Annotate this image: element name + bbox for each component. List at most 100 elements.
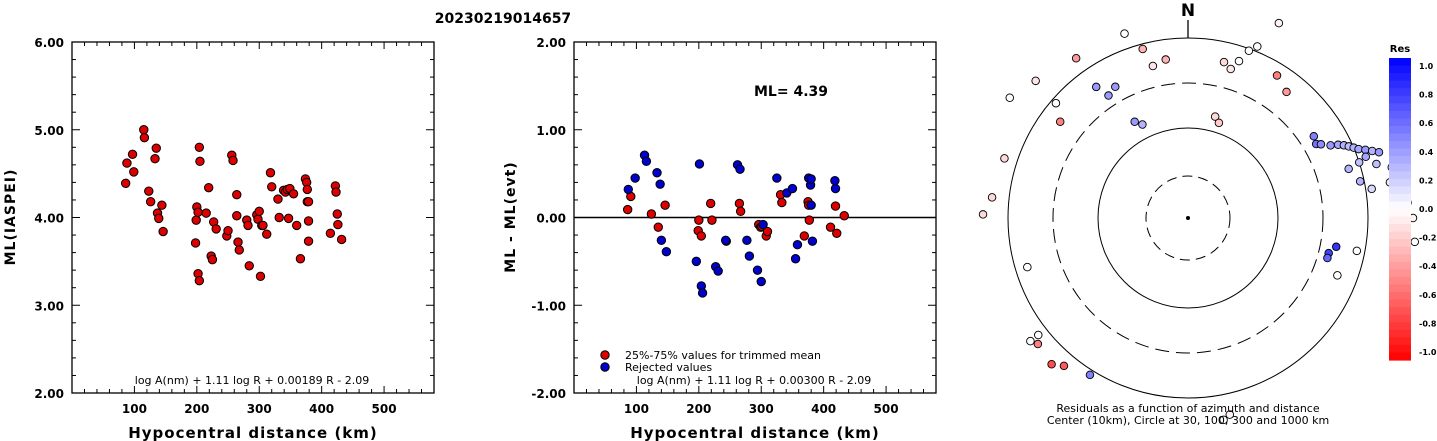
legend-label-accepted: 25%-75% values for trimmed mean (625, 349, 821, 362)
data-point (190, 238, 201, 248)
colorbar-tick-label: 0.2 (1419, 176, 1433, 185)
data-point (232, 189, 242, 200)
x-tick-label: 200 (686, 402, 711, 416)
rejected-point (713, 266, 723, 276)
y-tick-label: 6.00 (34, 36, 64, 50)
data-point (139, 132, 150, 143)
data-point (228, 155, 238, 166)
accepted-point (799, 231, 810, 241)
residual-point (1047, 360, 1056, 369)
residual-point (1051, 98, 1061, 108)
caption-line-2: Center (10km), Circle at 30, 100, 300 an… (1047, 414, 1329, 427)
colorbar-segment (1389, 80, 1411, 89)
colorbar-ticks: 1.0 0.8 0.6 0.4 0.2 0.0 -0.2 -0.4 -0.6 -0.8 -1.0 (1419, 62, 1437, 357)
accepted-point (735, 206, 746, 217)
data-point (154, 213, 164, 224)
residual-point (1331, 242, 1341, 252)
residual-point (1272, 71, 1282, 80)
residual-point (1274, 18, 1284, 28)
colorbar-segment (1389, 329, 1411, 338)
figure-title: 20230219014657 (435, 11, 571, 27)
data-point (150, 154, 160, 164)
residual-point (1104, 91, 1113, 100)
data-point (302, 184, 312, 195)
colorbar-segment (1389, 261, 1411, 270)
colorbar-segment (1389, 284, 1411, 293)
legend-marker-accepted (600, 350, 610, 360)
rejected-point (697, 288, 708, 298)
residual-point (978, 210, 988, 219)
accepted-point (825, 222, 836, 232)
colorbar-segment (1389, 193, 1411, 203)
accepted-point (694, 215, 704, 225)
data-point (295, 254, 306, 264)
circle-100km (1097, 127, 1279, 309)
panel-magnitude-vs-distance: 100 200 300 400 500 2.00 3.00 4.00 5.00 6.00 log … (3, 36, 435, 441)
data-point (120, 178, 131, 188)
accepted-point (839, 211, 849, 221)
data-point (195, 156, 205, 167)
colorbar-tick-label: -0.2 (1419, 234, 1437, 243)
residual-point (1055, 117, 1065, 126)
colorbar-segment (1389, 352, 1411, 361)
outer-circle-1000km (1007, 37, 1369, 399)
x-axis-label: Hypocentral distance (km) (630, 424, 880, 441)
accepted-point (707, 215, 717, 225)
data-point (283, 213, 294, 224)
rejected-point (787, 183, 798, 194)
residual-point (1120, 29, 1129, 38)
colorbar-segment (1389, 141, 1411, 150)
data-point (232, 211, 242, 221)
residual-point (1161, 55, 1170, 64)
data-point (291, 220, 302, 231)
colorbar-segment (1389, 231, 1411, 240)
y-tick-label: -1.00 (531, 299, 566, 313)
panel-residual-vs-distance: 100 200 300 400 500 -2.00 -1.00 0.00 1.00 2.00 ML… (503, 36, 937, 441)
residual-point (1031, 76, 1040, 86)
data-point (333, 219, 343, 230)
data-point (151, 143, 161, 153)
accepted-point (734, 198, 745, 209)
data-point (303, 236, 314, 246)
data-point (201, 208, 211, 218)
residual-point (1253, 42, 1262, 51)
data-point (255, 271, 266, 281)
x-axis-label: Hypocentral distance (km) (128, 424, 378, 441)
residual-point (1361, 152, 1371, 162)
rejected-point (744, 251, 755, 261)
colorbar-title: Res (1390, 44, 1410, 55)
data-point (243, 220, 253, 231)
data-point (303, 216, 314, 226)
x-tick-label: 400 (309, 402, 334, 416)
accepted-point (804, 215, 814, 225)
colorbar-segment (1389, 178, 1411, 187)
residual-point (1354, 158, 1364, 167)
circle-300km (1052, 82, 1324, 354)
colorbar-segment (1389, 322, 1411, 331)
rejected-point (756, 276, 766, 287)
y-axis-label: ML(IASPEI) (3, 169, 19, 266)
data-point (223, 225, 233, 236)
y-tick-label: 2.00 (34, 387, 64, 401)
colorbar-segment (1389, 276, 1411, 286)
residual-point (1352, 246, 1362, 256)
rejected-point (623, 184, 633, 195)
x-tick-label: 100 (122, 402, 147, 416)
y-tick-label: 0.00 (536, 212, 566, 226)
accepted-point (762, 226, 773, 237)
formula-label: log A(nm) + 1.11 log R + 0.00189 R - 2.0… (135, 374, 369, 387)
residual-point (1333, 271, 1342, 280)
data-point (288, 189, 299, 199)
residual-point (1091, 82, 1101, 92)
residual-point (1226, 64, 1235, 74)
data-point (157, 200, 167, 210)
residual-point (1410, 237, 1420, 247)
rejected-point (830, 183, 841, 194)
rejected-point (792, 240, 803, 250)
colorbar-segment (1389, 314, 1411, 323)
residual-point (987, 193, 997, 202)
x-tick-label: 400 (811, 402, 836, 416)
y-tick-label: 4.00 (34, 212, 64, 226)
residual-point (1234, 56, 1244, 66)
colorbar-segment (1389, 292, 1411, 301)
